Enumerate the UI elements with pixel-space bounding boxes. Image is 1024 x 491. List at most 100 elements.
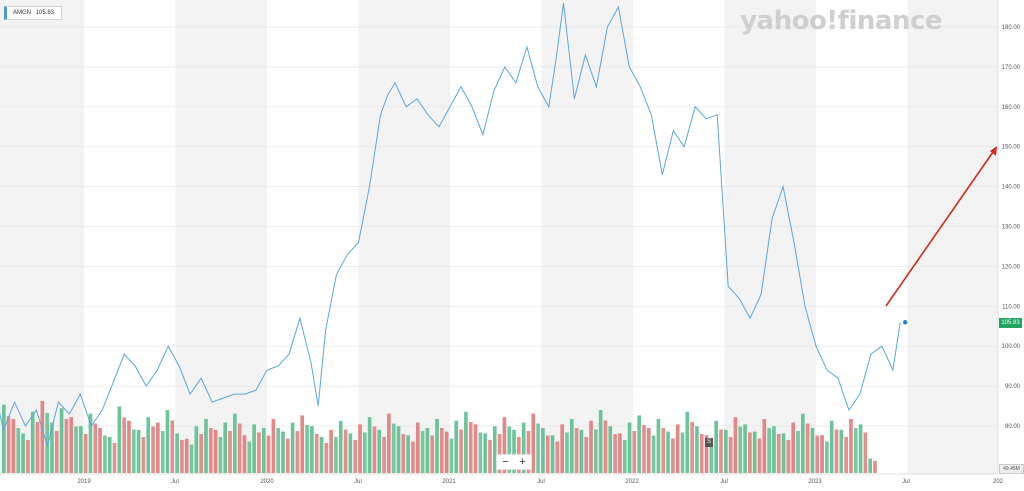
volume-bar-23: [223, 422, 228, 473]
volume-bar-b-68: [661, 428, 666, 473]
volume-bar-68: [656, 419, 661, 473]
volume-bar-10: [98, 428, 102, 473]
volume-bar-b-40: [391, 423, 396, 473]
y-tick-label-9: 170.00: [1002, 65, 1021, 71]
volume-bar-b-13: [131, 429, 136, 473]
volume-bar-b-90: [873, 461, 877, 473]
band-10: [907, 0, 998, 474]
volume-bar-5: [50, 422, 54, 473]
volume-bar-48: [464, 411, 468, 473]
volume-bar-40: [387, 413, 391, 473]
volume-bar-41: [396, 426, 401, 473]
volume-bar-b-22: [218, 437, 223, 473]
volume-bar-b-46: [449, 438, 454, 473]
volume-bar-4: [40, 401, 45, 473]
volume-bar-b-59: [574, 428, 579, 473]
period-bands: [0, 0, 998, 474]
volume-bar-26: [252, 424, 256, 473]
current-price-flag: 105.83: [999, 318, 1022, 328]
volume-bar-b-31: [305, 425, 309, 473]
volume-bar-b-82: [796, 431, 800, 473]
ticker-price: 105.83: [35, 10, 55, 16]
volume-bar-52: [502, 417, 507, 473]
volume-bar-89: [858, 424, 863, 473]
volume-bar-27: [261, 428, 266, 473]
volume-bar-12: [117, 406, 122, 473]
x-tick-label-10: 202: [993, 479, 1004, 485]
volume-bar-b-88: [853, 428, 858, 473]
volume-bar-b-67: [651, 435, 656, 473]
x-axis: 2019 Jul 2020 Jul 2021 Jul 2022 Jul 2023 Jul 202: [77, 479, 1003, 485]
volume-bar-56: [541, 428, 545, 473]
volume-bar-15: [146, 417, 151, 473]
volume-bar-44: [425, 428, 430, 473]
volume-bar-b-74: [719, 429, 723, 473]
x-tick-label-6: 2022: [625, 479, 639, 485]
volume-bar-b-85: [825, 441, 829, 473]
volume-bar-b-26: [257, 432, 261, 473]
volume-bar-60: [579, 429, 584, 473]
y-tick-label-2: 100.00: [1002, 344, 1021, 350]
annotation-layer: [885, 146, 997, 307]
y-tick-label-6: 140.00: [1002, 185, 1021, 191]
zoom-out-button[interactable]: −: [502, 456, 509, 468]
volume-bar-b-7: [74, 426, 78, 473]
volume-bar-34: [329, 429, 333, 473]
volume-bar-b-33: [324, 443, 329, 473]
volume-bar-b-54: [526, 431, 531, 473]
volume-bar-b-86: [834, 429, 839, 473]
volume-bar-24: [233, 413, 237, 473]
volume-bar-7: [69, 417, 74, 473]
volume-bar-b-49: [478, 432, 483, 473]
volume-bar-39: [377, 429, 382, 473]
volume-bar-b-3: [35, 422, 40, 473]
y-tick-label-3: 110.00: [1002, 304, 1021, 310]
zoom-in-button[interactable]: +: [519, 456, 526, 468]
x-tick-label-5: Jul: [537, 479, 545, 485]
band-2: [175, 0, 267, 474]
volume-bar-37: [358, 424, 362, 473]
volume-bar-72: [695, 426, 699, 473]
volume-bar-19: [184, 438, 189, 473]
volume-bar-b-27: [266, 435, 271, 473]
ticker-legend[interactable]: AMGN 105.83: [4, 6, 63, 20]
volume-bar-b-76: [738, 426, 743, 473]
volume-bar-82: [791, 422, 796, 473]
volume-bar-b-70: [680, 432, 685, 473]
volume-bar-83: [800, 413, 805, 473]
volume-bar-51: [492, 426, 497, 473]
trend-arrow-line: [885, 151, 994, 307]
volume-bar-8: [79, 426, 83, 473]
volume-bar-b-12: [122, 417, 126, 473]
volume-bar-85: [820, 435, 824, 473]
volume-bars: [2, 401, 877, 473]
x-tick-label-4: 2021: [442, 479, 456, 485]
volume-bar-b-37: [362, 432, 367, 473]
volume-bar-b-18: [180, 440, 184, 473]
split-event-marker[interactable]: S: [705, 438, 713, 447]
volume-bar-b-36: [353, 440, 358, 473]
volume-bar-45: [435, 419, 439, 473]
y-tick-label-10: 180.00: [1002, 25, 1021, 31]
volume-bar-b-32: [314, 434, 319, 473]
volume-bar-b-15: [151, 426, 155, 473]
volume-bar-30: [290, 422, 295, 473]
volume-bar-b-78: [757, 438, 762, 473]
volume-bar-76: [733, 417, 738, 473]
volume-bar-b-16: [160, 431, 165, 473]
volume-bar-18: [175, 433, 179, 473]
x-tick-label-2: 2020: [260, 479, 274, 485]
volume-bar-b-65: [632, 431, 637, 473]
volume-bar-80: [772, 426, 776, 473]
volume-bar-29: [281, 431, 285, 473]
volume-bar-b-71: [690, 422, 694, 473]
volume-bar-b-39: [382, 437, 386, 473]
volume-bar-0: [2, 404, 6, 473]
band-6: [541, 0, 633, 474]
volume-bar-b-34: [334, 437, 338, 473]
volume-bar-57: [550, 435, 555, 473]
volume-bar-b-50: [488, 440, 492, 473]
volume-bar-b-89: [863, 432, 868, 473]
volume-bar-b-73: [709, 441, 714, 473]
